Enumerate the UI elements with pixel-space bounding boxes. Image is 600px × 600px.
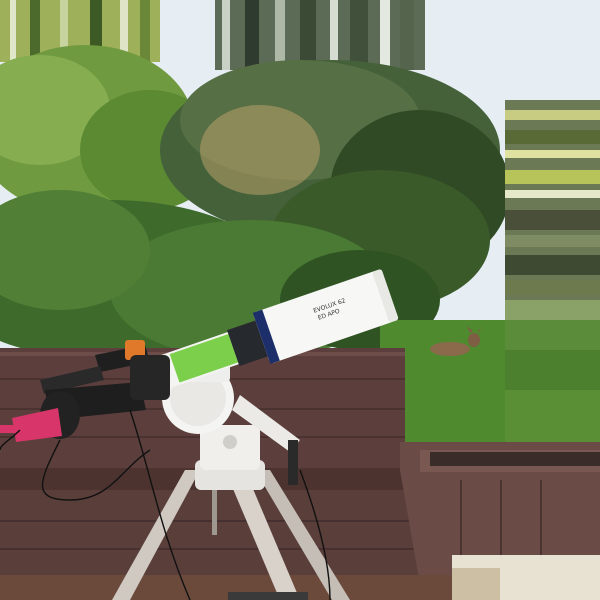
cables	[0, 409, 331, 600]
planter-box	[400, 442, 600, 585]
deer	[430, 326, 482, 356]
glitch-stripes-right	[505, 100, 600, 445]
glitch-stripes-top	[0, 0, 425, 70]
trees	[0, 45, 510, 310]
camera-train	[0, 340, 170, 442]
chair	[452, 555, 600, 600]
